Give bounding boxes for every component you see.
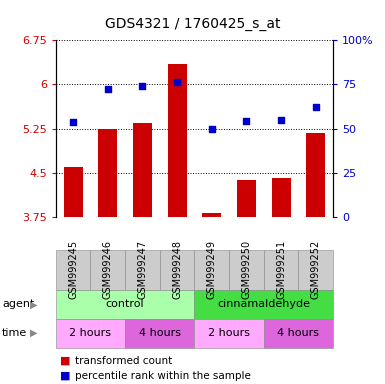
Text: GSM999250: GSM999250: [241, 240, 251, 299]
Text: 4 hours: 4 hours: [139, 328, 181, 338]
Text: cinnamaldehyde: cinnamaldehyde: [217, 299, 310, 310]
Text: agent: agent: [2, 299, 34, 310]
Text: ▶: ▶: [30, 299, 38, 310]
Point: [105, 86, 111, 92]
Text: control: control: [106, 299, 144, 310]
Point: [278, 117, 284, 123]
Text: 2 hours: 2 hours: [208, 328, 250, 338]
Text: GSM999248: GSM999248: [172, 240, 182, 299]
Point: [209, 126, 215, 132]
Text: percentile rank within the sample: percentile rank within the sample: [75, 371, 251, 381]
Point: [70, 119, 76, 125]
Bar: [64, 167, 83, 217]
Text: ▶: ▶: [30, 328, 38, 338]
Text: GSM999252: GSM999252: [311, 240, 321, 300]
Text: GSM999247: GSM999247: [137, 240, 147, 299]
Text: GSM999245: GSM999245: [68, 240, 78, 299]
Bar: [271, 177, 291, 217]
Text: GSM999251: GSM999251: [276, 240, 286, 299]
Text: GSM999246: GSM999246: [103, 240, 113, 299]
Text: 4 hours: 4 hours: [277, 328, 320, 338]
Text: GDS4321 / 1760425_s_at: GDS4321 / 1760425_s_at: [105, 17, 280, 31]
Text: GSM999249: GSM999249: [207, 240, 217, 299]
Bar: [237, 180, 256, 217]
Text: 2 hours: 2 hours: [69, 328, 112, 338]
Text: transformed count: transformed count: [75, 356, 172, 366]
Text: ■: ■: [60, 356, 70, 366]
Point: [139, 83, 146, 89]
Point: [243, 118, 249, 124]
Bar: [133, 123, 152, 217]
Point: [174, 79, 180, 85]
Bar: [306, 133, 325, 217]
Bar: [167, 64, 187, 217]
Text: time: time: [2, 328, 27, 338]
Bar: [202, 213, 221, 217]
Bar: [98, 129, 117, 217]
Text: ■: ■: [60, 371, 70, 381]
Point: [313, 104, 319, 110]
